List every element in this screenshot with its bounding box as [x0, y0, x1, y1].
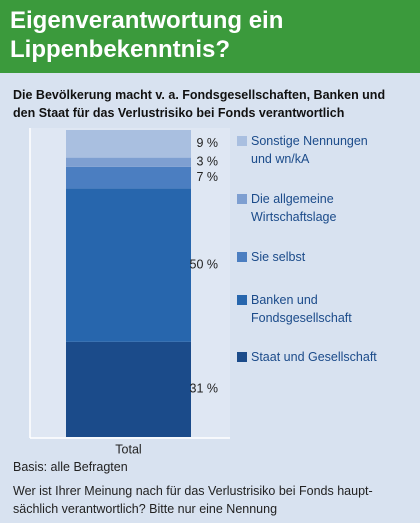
- title-banner: Eigenverantwortung ein Lippenbekenntnis?: [0, 0, 420, 73]
- legend-swatch: [237, 352, 247, 362]
- chart-subtitle: Die Bevölkerung macht v. a. Fondsgesells…: [13, 88, 386, 120]
- bar-segment: [66, 157, 191, 167]
- note: Wer ist Ihrer Meinung nach für das Verlu…: [13, 484, 373, 516]
- legend-swatch: [237, 295, 247, 305]
- legend-entry: Banken und Fondsgesellschaft: [237, 291, 352, 327]
- x-tick-label: Total: [115, 442, 141, 456]
- bar-segment: [66, 188, 191, 342]
- note: Basis: alle Befragten: [13, 460, 128, 474]
- legend-swatch: [237, 252, 247, 262]
- chart-title: Eigenverantwortung ein Lippenbekenntnis?: [10, 7, 284, 63]
- value-label: 31 %: [190, 382, 219, 396]
- legend-entry: Die allgemeine Wirtschaftslage: [237, 190, 336, 226]
- value-label: 7 %: [196, 170, 218, 184]
- legend-entry: Sonstige Nennungen und wn/kA: [237, 132, 368, 168]
- legend-entry: Staat und Gesellschaft: [237, 348, 377, 366]
- value-label: 50 %: [190, 257, 219, 271]
- bar-segment: [66, 130, 191, 158]
- value-label: 9 %: [196, 136, 218, 150]
- legend-swatch: [237, 194, 247, 204]
- bar-segment: [66, 341, 191, 437]
- bar-segment: [66, 166, 191, 189]
- value-label: 3 %: [196, 155, 218, 169]
- legend-entry: Sie selbst: [237, 248, 305, 266]
- legend-swatch: [237, 136, 247, 146]
